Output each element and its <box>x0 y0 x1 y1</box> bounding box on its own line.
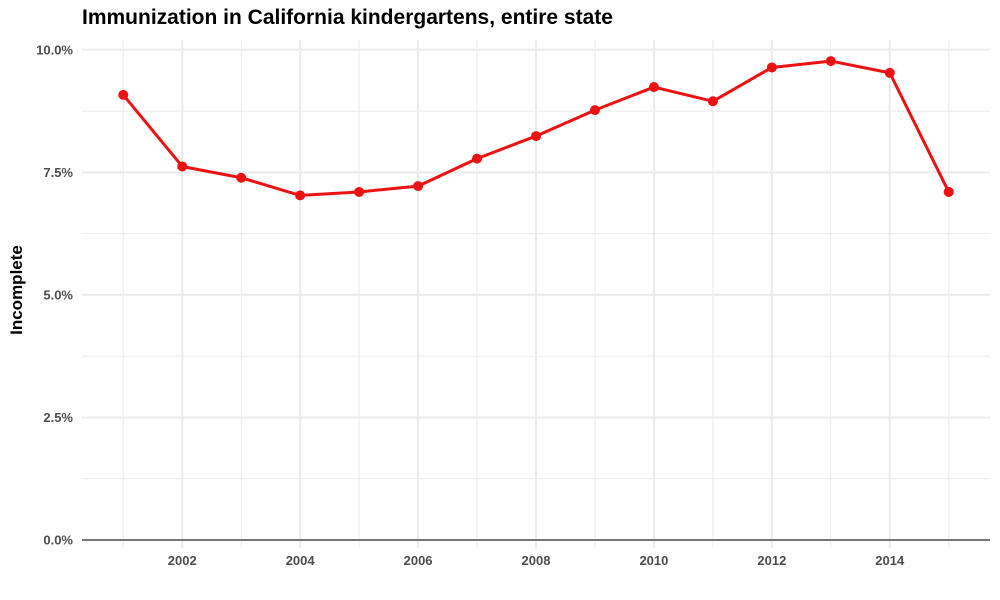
data-point <box>472 153 483 164</box>
data-point <box>884 67 895 78</box>
data-point <box>236 172 247 183</box>
data-points <box>118 56 954 201</box>
data-point <box>825 56 836 67</box>
x-tick-label: 2004 <box>286 553 316 568</box>
y-axis-title: Incomplete <box>7 245 26 335</box>
data-point <box>118 89 129 100</box>
data-point <box>943 186 954 197</box>
data-point <box>531 131 541 142</box>
x-tick-label: 2014 <box>875 553 905 568</box>
data-point <box>177 161 188 172</box>
y-tick-label: 0.0% <box>43 533 73 548</box>
chart-title: Immunization in California kindergartens… <box>82 6 613 29</box>
data-point <box>413 181 424 192</box>
data-point <box>354 186 365 197</box>
y-axis-ticks: 0.0% 2.5% 5.0% 7.5% 10.0% <box>36 42 73 547</box>
data-point <box>648 82 659 93</box>
y-tick-label: 5.0% <box>43 287 73 302</box>
x-tick-label: 2008 <box>522 553 551 568</box>
x-tick-label: 2006 <box>404 553 433 568</box>
y-tick-label: 7.5% <box>43 165 73 180</box>
y-tick-label: 10.0% <box>36 42 73 57</box>
data-point <box>295 190 306 201</box>
x-axis-ticks: 2002 2004 2006 2008 2010 2012 2014 <box>168 553 905 568</box>
y-tick-label: 2.5% <box>43 410 73 425</box>
x-tick-label: 2010 <box>639 553 668 568</box>
data-point <box>707 96 718 107</box>
x-tick-label: 2002 <box>168 553 197 568</box>
data-point <box>589 105 600 116</box>
x-tick-label: 2012 <box>757 553 786 568</box>
grid-lines <box>82 40 990 548</box>
data-point <box>766 62 777 73</box>
